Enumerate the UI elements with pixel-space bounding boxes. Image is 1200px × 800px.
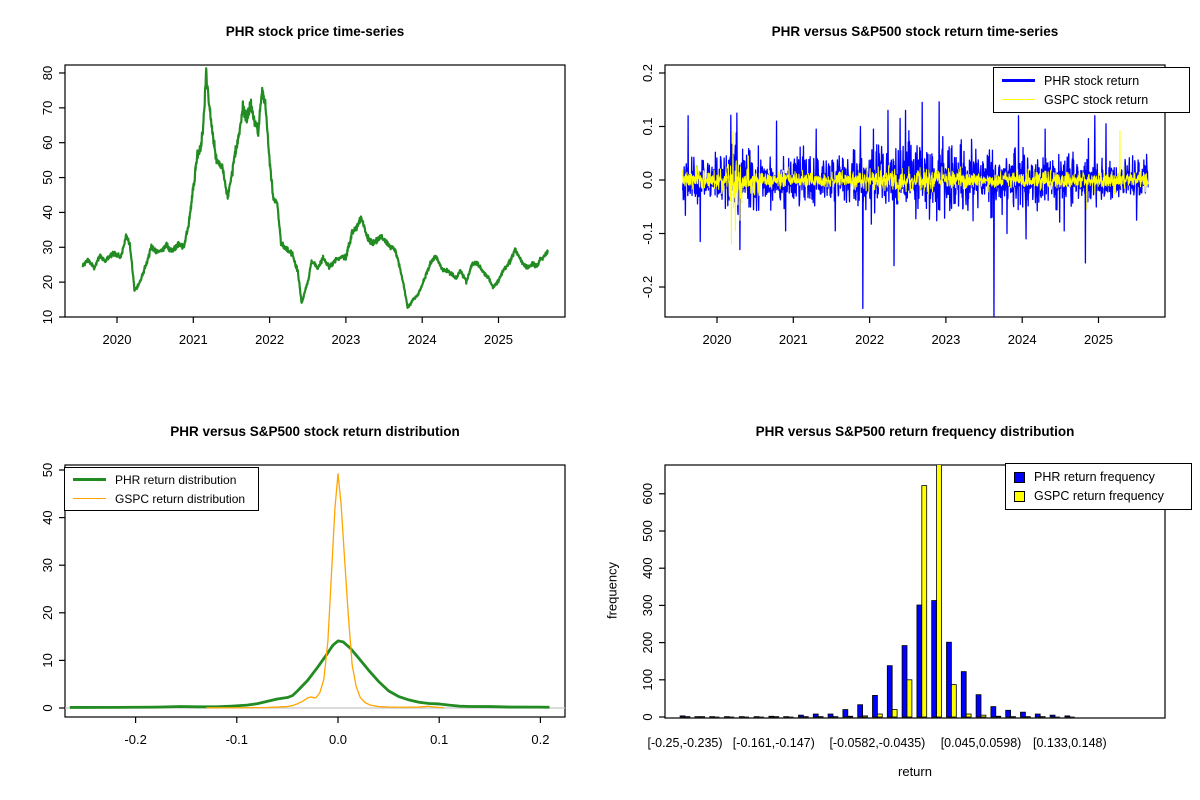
phr-return-line-swatch — [1002, 79, 1035, 82]
gspc-return-line-swatch — [1002, 99, 1035, 100]
y-axis-label-frequency: frequency — [604, 561, 620, 620]
legend-label: PHR return distribution — [115, 472, 237, 487]
legend-item-gspc-density: GSPC return distribution — [73, 492, 250, 506]
title-price-timeseries: PHR stock price time-series — [225, 24, 405, 39]
legend-item-gspc-frequency: GSPC return frequency — [1014, 489, 1183, 503]
legend-label: GSPC return frequency — [1034, 489, 1164, 503]
legend-label: GSPC return distribution — [115, 491, 246, 506]
title-frequency-distribution: PHR versus S&P500 return frequency distr… — [755, 424, 1075, 439]
legend-item-phr-frequency: PHR return frequency — [1014, 470, 1183, 484]
legend-return-frequency: PHR return frequency GSPC return frequen… — [1005, 463, 1192, 510]
legend-item-gspc-return: GSPC stock return — [1002, 93, 1181, 107]
phr-frequency-square-swatch — [1014, 471, 1025, 483]
x-axis-label-return: return — [898, 764, 932, 779]
legend-label: PHR return frequency — [1034, 470, 1155, 484]
gspc-density-line-swatch — [73, 498, 106, 499]
legend-item-phr-return: PHR stock return — [1002, 74, 1181, 88]
title-return-timeseries: PHR versus S&P500 stock return time-seri… — [771, 24, 1059, 39]
legend-label: GSPC stock return — [1044, 92, 1149, 107]
phr-density-line-swatch — [73, 478, 106, 481]
legend-item-phr-density: PHR return distribution — [73, 473, 250, 487]
legend-return-timeseries: PHR stock return GSPC stock return — [993, 67, 1190, 113]
legend-label: PHR stock return — [1044, 73, 1140, 88]
gspc-frequency-square-swatch — [1014, 490, 1025, 502]
title-return-distribution: PHR versus S&P500 stock return distribut… — [170, 424, 460, 439]
legend-return-distribution: PHR return distribution GSPC return dist… — [64, 467, 259, 511]
